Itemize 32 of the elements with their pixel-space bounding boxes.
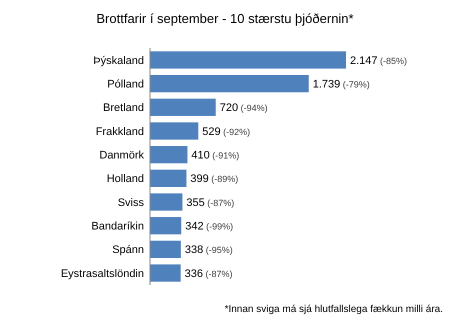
bar — [150, 217, 182, 234]
data-label: 355 (-87%) — [186, 196, 234, 209]
text: *Innan sviga má sjá hlutfallslega fækkun milli ára. — [224, 304, 443, 315]
y-tick-label: Bandaríkin — [91, 220, 144, 233]
bar — [150, 170, 186, 187]
chart-title: Brottfarir í september - 10 stærstu þjóðernin* — [96, 11, 354, 26]
bar — [150, 122, 198, 140]
bar — [150, 264, 181, 282]
data-label: 410 (-91%) — [191, 150, 240, 162]
data-label: 1.739 (-79%) — [312, 78, 370, 90]
bar — [150, 146, 188, 164]
y-tick-label: Danmörk — [99, 150, 144, 162]
bar — [150, 193, 182, 211]
data-label: 720 (-94%) — [220, 102, 268, 114]
data-label: 338 (-95%) — [184, 244, 233, 256]
bar — [150, 74, 309, 92]
data-label: 529 (-92%) — [202, 126, 250, 138]
data-label: 399 (-89%) — [190, 173, 238, 186]
y-tick-label: Frakkland — [96, 126, 144, 138]
data-label: 2.147 (-85%) — [350, 54, 408, 67]
data-label: 336 (-87%) — [184, 268, 233, 280]
y-tick-label: Holland — [106, 173, 144, 186]
y-tick-label: Spánn — [112, 244, 144, 256]
y-tick-label: Pólland — [107, 78, 144, 90]
data-label: 342 (-99%) — [185, 220, 234, 233]
y-tick-label: Eystrasaltslöndin — [60, 268, 144, 280]
bar — [150, 98, 216, 116]
bar — [150, 240, 181, 258]
y-tick-label: Bretland — [103, 102, 144, 114]
y-tick-label: Þýskaland — [93, 54, 144, 67]
bar — [150, 51, 346, 69]
y-tick-label: Sviss — [118, 196, 144, 209]
